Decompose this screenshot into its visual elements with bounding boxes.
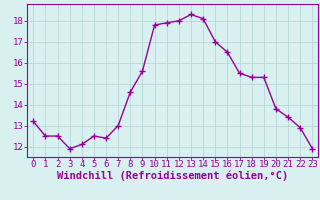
X-axis label: Windchill (Refroidissement éolien,°C): Windchill (Refroidissement éolien,°C)	[57, 171, 288, 181]
